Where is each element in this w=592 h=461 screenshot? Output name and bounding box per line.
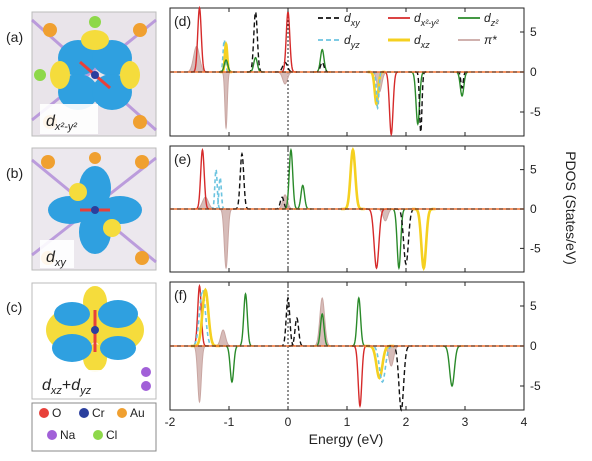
legend-label-dxz: dxz — [414, 33, 430, 50]
orbital-image-b — [31, 147, 157, 271]
atom-legend-dot — [47, 430, 57, 440]
x-tick-label: -2 — [165, 415, 176, 429]
atom-legend-label: Cr — [92, 406, 105, 420]
y-tick-label: -5 — [530, 379, 541, 393]
panel-label: (d) — [174, 13, 191, 29]
orbital-image-c — [31, 282, 157, 400]
panel-label: (f) — [174, 287, 187, 303]
legend-label-dz2: dz² — [484, 11, 499, 28]
x-tick-label: -1 — [224, 415, 235, 429]
atom-legend-label: Na — [60, 428, 76, 442]
atom-legend-label: Cl — [106, 428, 117, 442]
pdos-panel: -5 0 5 (e) — [169, 145, 541, 273]
panel-label-b: (b) — [6, 165, 23, 181]
x-tick-label: 1 — [344, 415, 351, 429]
y-tick-label: 0 — [530, 339, 537, 353]
pdos-peak-dyz — [367, 345, 398, 384]
atom-legend-label: Au — [130, 406, 145, 420]
panel-label: (e) — [174, 151, 191, 167]
y-tick-label: 5 — [530, 163, 537, 177]
atom-legend-label: O — [52, 406, 61, 420]
orbital-label-b: dxy — [46, 249, 67, 269]
legend-label-pi_star: π* — [484, 33, 497, 47]
x-tick-label: 3 — [462, 415, 469, 429]
atom-legend-dot — [39, 408, 49, 418]
pdos-panel: -5 0 5 (f) — [169, 281, 541, 412]
y-tick-label: 5 — [530, 299, 537, 313]
legend-label-dx2y2: dx²-y² — [414, 11, 440, 28]
atom-legend: O Cr Au Na Cl — [31, 402, 157, 452]
x-tick-label: 0 — [285, 415, 292, 429]
pdos-panel: -5 0 5 (d) — [169, 5, 541, 137]
orbital-label-a: dx²-y² — [46, 113, 77, 133]
x-tick-label: 4 — [521, 415, 528, 429]
atom-legend-dot — [93, 430, 103, 440]
orbital-label-c: dxz+dyz — [42, 377, 92, 397]
orbital-image-a — [31, 11, 157, 137]
atom-legend-dot — [79, 408, 89, 418]
series-legend: dxy dx²-y² dz² dyz dxz π* — [318, 11, 499, 50]
y-tick-label: -5 — [530, 105, 541, 119]
y-tick-label: 5 — [530, 25, 537, 39]
y-tick-label: 0 — [530, 65, 537, 79]
panel-label-a: (a) — [6, 29, 23, 45]
y-tick-label: 0 — [530, 202, 537, 216]
atom-legend-dot — [117, 408, 127, 418]
x-tick-label: 2 — [403, 415, 410, 429]
legend-label-dyz: dyz — [344, 33, 360, 50]
y-tick-label: -5 — [530, 241, 541, 255]
legend-label-dxy: dxy — [344, 11, 360, 28]
y-axis-title: PDOS (States/eV) — [563, 151, 579, 265]
panel-label-c: (c) — [6, 299, 22, 315]
x-axis-title: Energy (eV) — [309, 431, 384, 447]
